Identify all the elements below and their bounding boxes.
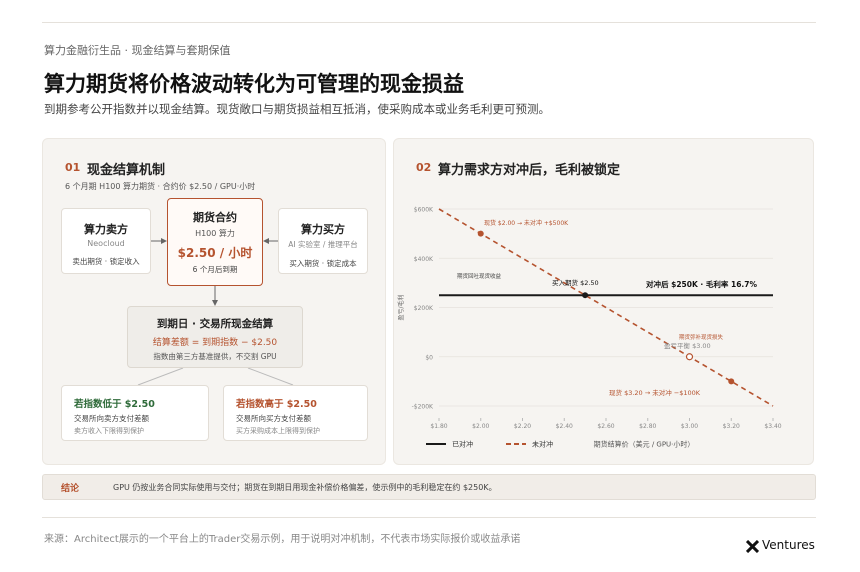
y-tick-label: $400K	[414, 256, 434, 263]
series-line	[438, 208, 774, 407]
settlement-note: 指数由第三方基准提供，不交割 GPU	[153, 352, 277, 361]
legend-label: 未对冲	[532, 440, 553, 449]
y-tick-label: -$200K	[412, 404, 434, 411]
x-tick-label: $1.80	[430, 423, 447, 430]
x-tick-label: $3.40	[764, 423, 781, 430]
connectors	[137, 238, 294, 386]
settlement-formula: 结算差额 = 到期指数 − $2.50	[152, 338, 278, 348]
top-rule	[42, 22, 816, 23]
panel-title: 现金结算机制	[87, 163, 166, 178]
high-case-line2: 买方采购成本上限得到保护	[236, 427, 320, 435]
x-tick-label: $3.20	[723, 423, 740, 430]
low-case-box: 若指数低于 $2.50 交易所向卖方支付差额 卖方收入下限得到保护	[61, 385, 209, 441]
source: 来源：Architect展示的一个平台上的Trader交易示例，用于说明对冲机制…	[44, 534, 521, 545]
bottom-rule	[42, 517, 816, 518]
subtitle: 到期参考公开指数并以现金结算。现货敞口与期货损益相互抵消，使采购成本或业务毛利更…	[44, 102, 550, 116]
point	[582, 292, 589, 299]
annotation: 对冲后 $250K · 毛利率 16.7%	[646, 279, 757, 289]
low-case-line1: 交易所向卖方支付差额	[74, 414, 149, 423]
low-case-title: 若指数低于 $2.50	[74, 399, 155, 410]
annotation: 期货弥补现货损失	[679, 333, 724, 341]
right-panel: 02 算力需求方对冲后，毛利被锁定 -$200K $0 $200K $400K $600…	[393, 138, 814, 465]
seller-action: 卖出期货 · 锁定收入	[72, 257, 140, 266]
seller-box: 算力卖方 Neocloud 卖出期货 · 锁定收入	[61, 208, 151, 274]
y-tick-label: $0	[425, 354, 433, 361]
logo-icon	[746, 540, 759, 553]
panel-number: 02	[416, 161, 432, 174]
high-case-box: 若指数高于 $2.50 交易所向买方支付差额 买方采购成本上限得到保护	[223, 385, 368, 441]
point	[728, 378, 735, 385]
annotation: 现货 $3.20 → 未对冲 −$100K	[609, 388, 701, 397]
annotation: 盈亏平衡 $3.00	[664, 341, 711, 350]
point	[477, 230, 484, 237]
seller-title: 算力卖方	[84, 223, 128, 236]
annotation: 期货回吐现货收益	[457, 272, 502, 280]
arrow	[247, 367, 294, 386]
conclusion-bar: 结论 GPU 仍按业务合同实际使用与交付；期货在到期日用现金补偿价格偏差，使示例…	[42, 474, 816, 500]
contract-title: 期货合约	[193, 211, 237, 224]
x-tick-label: $2.00	[472, 423, 489, 430]
conclusion-text: GPU 仍按业务合同实际使用与交付；期货在到期日用现金补偿价格偏差，使示例中的毛…	[113, 483, 497, 492]
y-axis-label: 盈亏/毛利	[397, 294, 405, 320]
y-tick-label: $200K	[414, 305, 434, 312]
contract-name: H100 算力	[195, 229, 235, 238]
buyer-title: 算力买方	[301, 223, 345, 236]
x-tick-label: $3.00	[681, 423, 698, 430]
buyer-name: AI 实验室 / 推理平台	[288, 240, 358, 249]
buyer-action: 买入期货 · 锁定成本	[289, 259, 357, 268]
annotation: 现货 $2.00 → 未对冲 +$500K	[484, 219, 569, 227]
logo: Ventures	[762, 538, 815, 552]
high-case-line1: 交易所向买方支付差额	[236, 414, 311, 423]
x-tick-label: $2.40	[556, 423, 573, 430]
arrow	[137, 367, 184, 386]
x-tick-label: $2.20	[514, 423, 531, 430]
panel-title: 算力需求方对冲后，毛利被锁定	[438, 163, 621, 178]
title: 算力期货将价格波动转化为可管理的现金损益	[44, 72, 464, 96]
point	[685, 353, 694, 361]
contract-price: $2.50 / 小时	[177, 246, 253, 260]
breadcrumb: 算力金融衍生品 · 现金结算与套期保值	[44, 44, 231, 57]
chart: -$200K $0 $200K $400K $600K $1.80 $2.00 $2.20 $2…	[397, 207, 782, 449]
contract-expiry: 6 个月后到期	[192, 265, 238, 274]
conclusion-label: 结论	[61, 484, 80, 494]
x-axis-label: 期货结算价（美元 / GPU·小时）	[594, 440, 695, 449]
buyer-box: 算力买方 AI 实验室 / 推理平台 买入期货 · 锁定成本	[278, 208, 368, 274]
low-case-line2: 卖方收入下限得到保护	[74, 427, 144, 435]
annotation: 买入期货 $2.50	[552, 278, 599, 287]
high-case-title: 若指数高于 $2.50	[236, 399, 317, 410]
legend-label: 已对冲	[452, 440, 473, 449]
x-tick-label: $2.80	[639, 423, 656, 430]
panel-subtitle: 6 个月期 H100 算力期货 · 合约价 $2.50 / GPU·小时	[65, 182, 256, 191]
settlement-box: 到期日 · 交易所现金结算 结算差额 = 到期指数 − $2.50 指数由第三方…	[127, 306, 303, 368]
y-tick-label: $600K	[414, 207, 434, 214]
panel-number: 01	[65, 161, 81, 174]
contract-box: 期货合约 H100 算力 $2.50 / 小时 6 个月后到期	[167, 198, 263, 286]
left-panel: 01 现金结算机制 6 个月期 H100 算力期货 · 合约价 $2.50 / …	[42, 138, 386, 465]
settlement-title: 到期日 · 交易所现金结算	[156, 318, 274, 330]
x-tick-label: $2.60	[597, 423, 614, 430]
seller-name: Neocloud	[87, 239, 125, 248]
